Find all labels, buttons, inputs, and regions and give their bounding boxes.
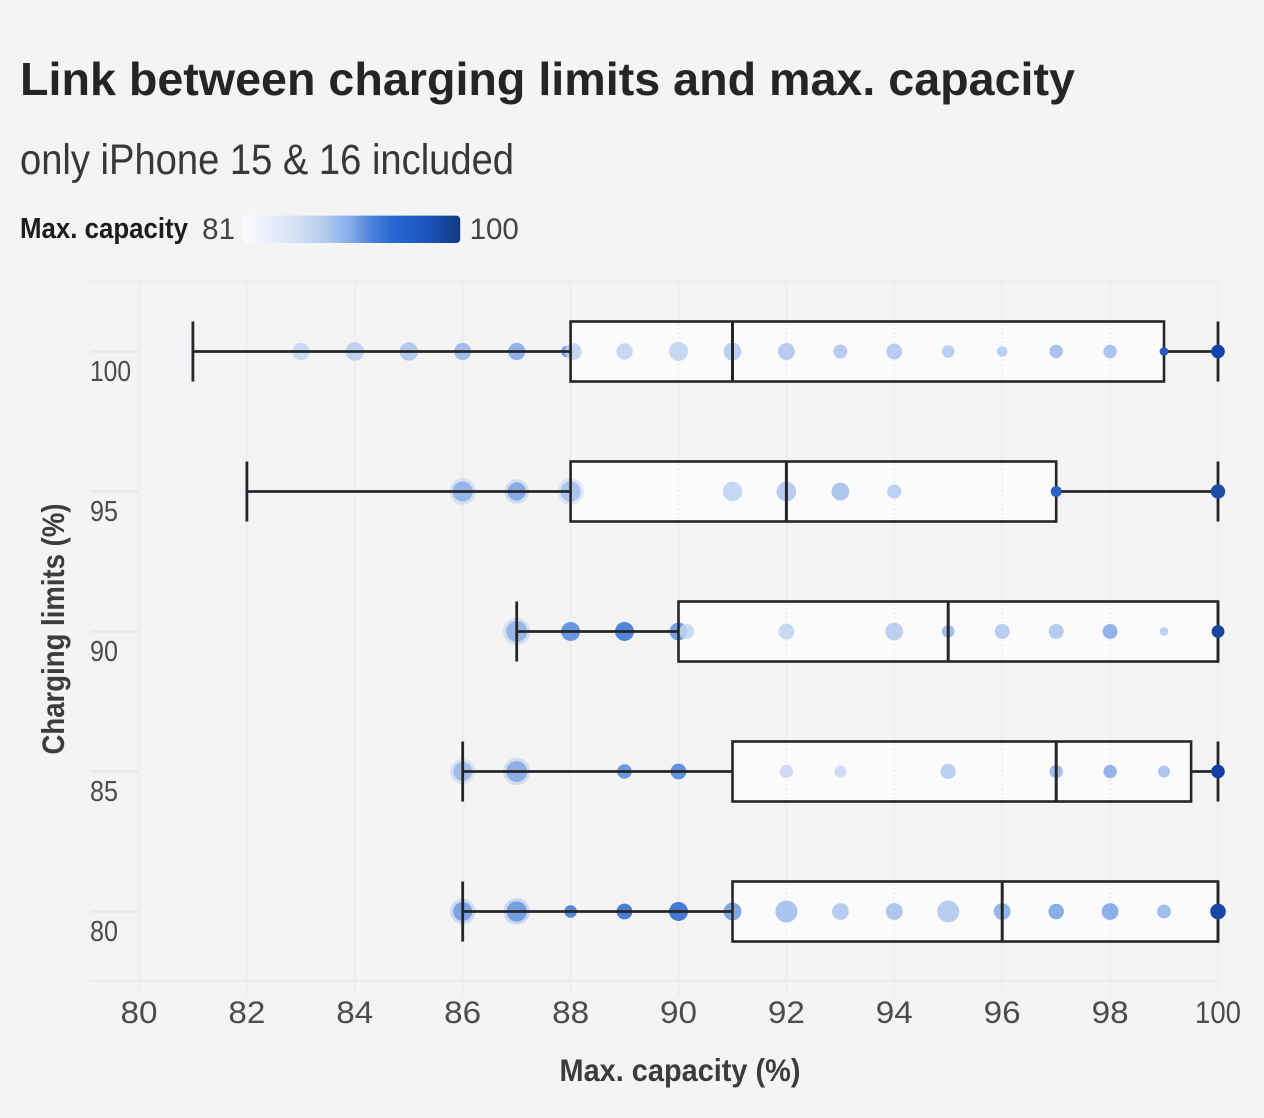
- svg-text:94: 94: [876, 994, 913, 1030]
- svg-text:82: 82: [228, 994, 265, 1030]
- svg-text:Max. capacity (%): Max. capacity (%): [560, 1052, 801, 1088]
- svg-text:92: 92: [768, 994, 805, 1030]
- svg-text:only iPhone 15 & 16 included: only iPhone 15 & 16 included: [20, 136, 514, 184]
- svg-text:88: 88: [552, 994, 589, 1030]
- svg-text:85: 85: [90, 776, 118, 808]
- svg-text:Max. capacity: Max. capacity: [20, 213, 188, 245]
- svg-text:100: 100: [1195, 994, 1241, 1030]
- svg-text:100: 100: [470, 213, 519, 246]
- svg-text:Charging limits (%): Charging limits (%): [35, 504, 71, 755]
- svg-text:86: 86: [444, 994, 481, 1030]
- svg-text:80: 80: [90, 916, 118, 948]
- svg-text:98: 98: [1092, 994, 1129, 1030]
- svg-text:90: 90: [660, 994, 697, 1030]
- svg-text:84: 84: [336, 994, 373, 1030]
- svg-text:Link between charging limits a: Link between charging limits and max. ca…: [20, 53, 1075, 105]
- svg-text:90: 90: [90, 636, 118, 668]
- svg-text:80: 80: [121, 994, 158, 1030]
- svg-text:95: 95: [90, 496, 118, 528]
- svg-text:96: 96: [984, 994, 1021, 1030]
- svg-text:81: 81: [202, 213, 235, 246]
- svg-text:100: 100: [90, 356, 131, 388]
